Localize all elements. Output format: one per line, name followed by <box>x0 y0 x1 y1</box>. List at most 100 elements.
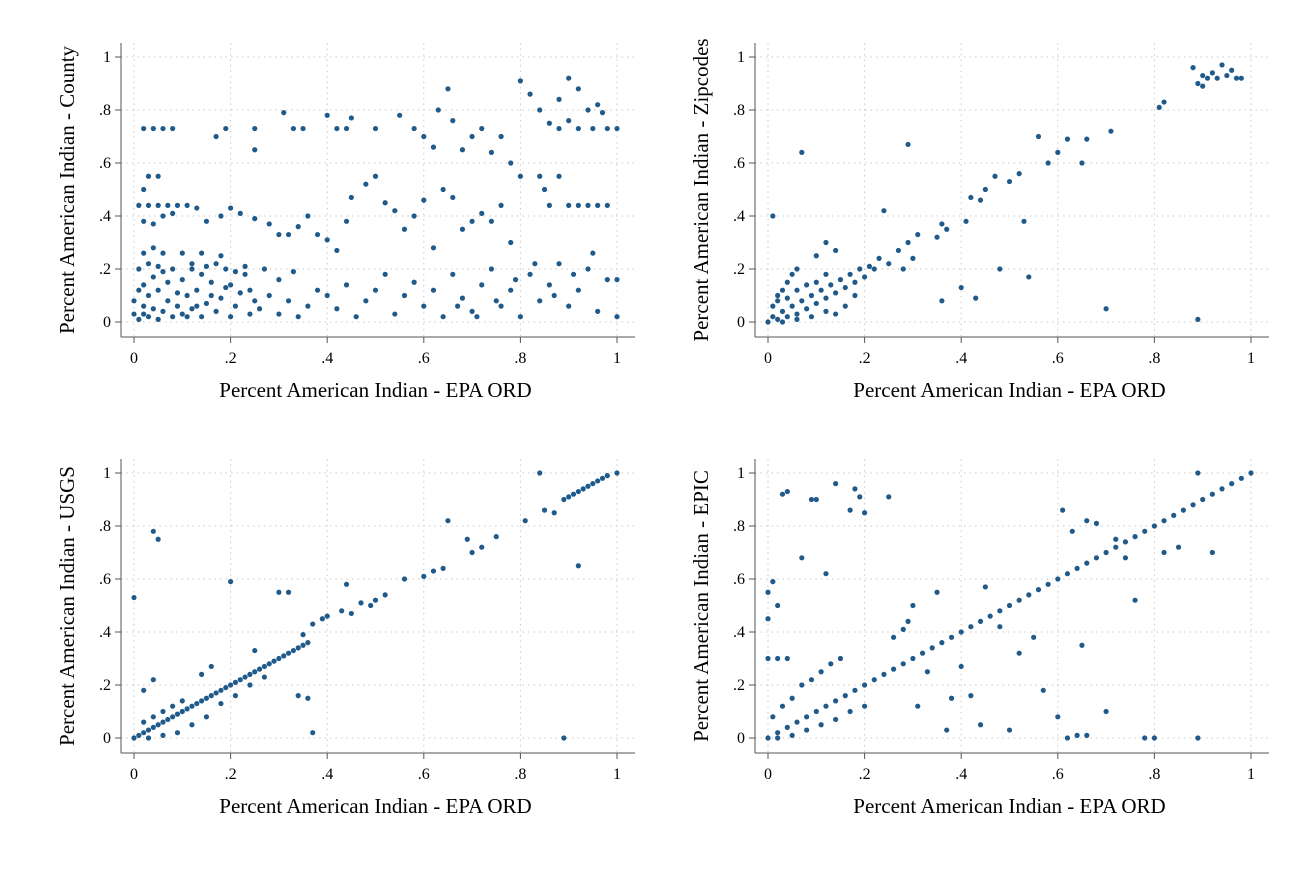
x-tick-label: 1 <box>1247 766 1255 783</box>
data-point <box>575 86 581 92</box>
data-point <box>784 295 790 301</box>
data-point <box>968 194 974 201</box>
data-point <box>218 295 224 301</box>
data-point <box>512 277 519 283</box>
data-point <box>818 722 824 728</box>
data-point <box>295 314 301 320</box>
data-point <box>813 279 819 285</box>
data-point <box>808 677 815 683</box>
data-point <box>1132 597 1138 603</box>
data-point <box>1238 75 1244 81</box>
data-point <box>223 266 229 272</box>
data-point <box>537 107 543 113</box>
data-point <box>397 112 403 118</box>
data-point <box>401 226 408 232</box>
x-tick-label: .2 <box>859 766 871 783</box>
data-point <box>435 107 441 113</box>
data-point <box>372 173 379 179</box>
data-point <box>1108 128 1114 134</box>
data-point <box>242 674 248 680</box>
data-point <box>281 110 287 116</box>
data-point <box>194 205 200 211</box>
data-point <box>184 202 190 208</box>
data-point <box>862 510 868 516</box>
data-point <box>585 266 591 272</box>
data-point <box>823 571 829 577</box>
y-axis-title: Percent American Indian - County <box>55 45 79 334</box>
data-point <box>242 271 248 277</box>
data-point <box>595 478 601 484</box>
data-point <box>604 277 610 283</box>
data-point <box>1006 178 1013 185</box>
data-point <box>779 308 786 314</box>
x-tick-label: .8 <box>514 350 526 367</box>
data-point <box>775 655 781 662</box>
data-point <box>145 292 152 299</box>
data-point <box>833 716 839 723</box>
data-point <box>779 491 786 497</box>
data-point <box>1055 714 1061 720</box>
data-point <box>440 314 446 320</box>
data-point <box>228 579 234 585</box>
data-point <box>847 507 853 513</box>
data-point <box>537 173 543 179</box>
x-tick-label: .8 <box>514 766 526 783</box>
data-point <box>1026 592 1032 598</box>
data-point <box>382 200 388 206</box>
data-point <box>804 714 810 720</box>
data-point <box>150 245 156 251</box>
data-point <box>833 481 839 487</box>
y-tick-label: .6 <box>99 155 111 172</box>
data-point <box>228 282 234 288</box>
data-point <box>150 677 156 683</box>
data-point <box>1219 486 1225 492</box>
data-point <box>799 682 805 688</box>
data-point <box>179 311 185 317</box>
data-point <box>285 231 292 238</box>
data-point <box>382 271 388 277</box>
data-point <box>295 224 301 230</box>
x-tick-label: 1 <box>613 766 621 783</box>
y-tick-label: .2 <box>99 261 111 278</box>
data-point <box>247 671 253 678</box>
data-point <box>833 311 839 317</box>
data-point <box>977 722 984 728</box>
data-point <box>842 303 848 309</box>
data-point <box>852 292 858 299</box>
data-point <box>541 507 548 513</box>
y-tick-label: .6 <box>733 571 745 588</box>
data-point <box>566 202 572 208</box>
data-point <box>770 213 776 219</box>
data-point <box>1195 316 1201 322</box>
data-point <box>131 298 137 304</box>
data-point <box>1040 687 1046 693</box>
x-tick-label: 0 <box>764 766 772 783</box>
data-point <box>290 647 296 654</box>
y-tick-label: 0 <box>103 314 111 331</box>
data-point <box>1132 534 1138 540</box>
y-tick-label: 0 <box>103 730 111 747</box>
data-point <box>580 486 586 492</box>
data-point <box>252 298 258 304</box>
y-tick-label: 0 <box>737 314 745 331</box>
data-point <box>474 314 480 320</box>
data-point <box>977 618 984 625</box>
data-point <box>828 282 834 288</box>
data-point <box>900 266 906 272</box>
data-point <box>779 287 786 293</box>
x-tick-label: .6 <box>1052 350 1064 367</box>
data-point <box>343 581 350 587</box>
x-tick-label: .2 <box>225 766 237 783</box>
data-point <box>228 682 234 688</box>
data-point <box>939 298 945 304</box>
data-point <box>469 549 475 556</box>
data-point <box>614 125 620 132</box>
data-point <box>604 125 610 132</box>
data-point <box>145 314 152 320</box>
x-tick-label: .4 <box>955 350 967 367</box>
data-point <box>1229 67 1235 73</box>
data-point <box>1006 727 1013 733</box>
data-point <box>170 210 176 216</box>
data-point <box>290 269 296 275</box>
data-point <box>1103 549 1109 556</box>
